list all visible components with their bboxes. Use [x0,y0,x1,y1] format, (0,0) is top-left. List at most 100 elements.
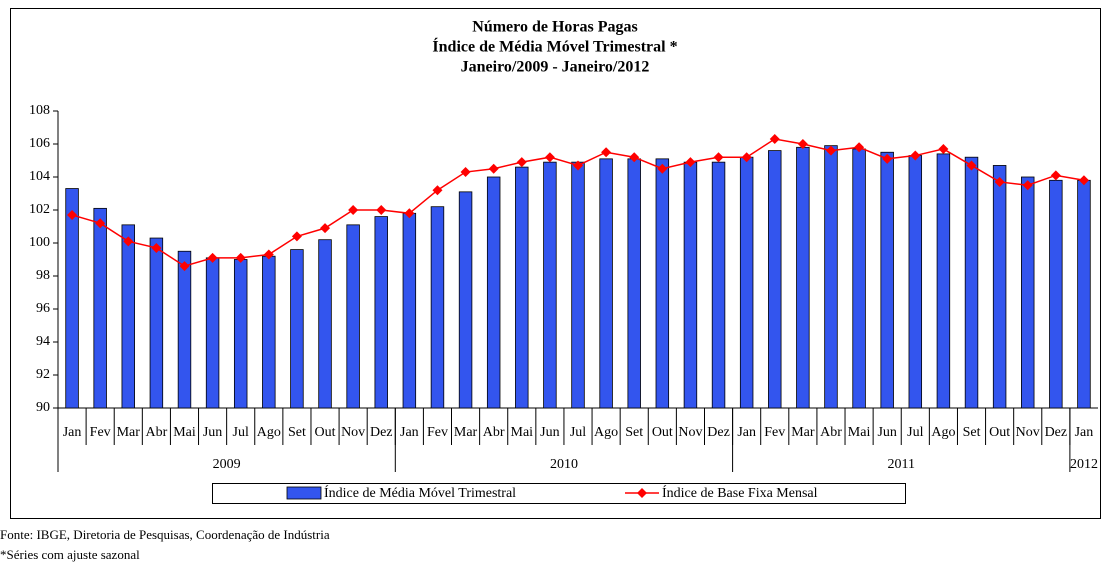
x-tick-label: Out [989,425,1010,440]
x-tick-label: Jun [540,425,559,440]
bar [543,161,557,409]
x-tick-label: Ago [594,425,618,440]
bar [739,156,754,409]
marker [854,142,865,153]
x-tick-label: Jul [570,425,586,440]
x-tick-label: Abr [820,425,842,440]
x-tick-label: Jun [877,425,896,440]
bar [964,156,979,409]
year-label: 2009 [213,457,241,472]
bar [599,158,613,409]
marker [685,157,696,168]
marker [207,252,218,263]
x-tick-label: Jul [233,425,249,440]
marker [601,147,612,158]
marker [544,152,555,163]
bar [880,151,894,409]
x-tick-label: Fev [90,425,111,440]
marker [741,152,752,163]
y-tick-label: 108 [29,103,50,118]
y-tick-label: 104 [29,169,50,184]
marker [797,139,808,149]
x-tick-label: Dez [1045,425,1068,440]
x-tick-label: Out [315,425,336,440]
y-tick-label: 106 [29,136,50,151]
x-tick-label: Mar [791,425,815,440]
marker [123,236,134,247]
x-tick-label: Jan [1075,425,1094,440]
marker [67,209,78,220]
x-tick-label: Jul [907,425,923,440]
footnote: Fonte: IBGE, Diretoria de Pesquisas, Coo… [0,527,330,542]
marker [320,223,331,234]
marker [263,249,274,260]
x-tick-label: Ago [931,425,955,440]
marker [95,218,106,229]
bar [121,224,135,409]
x-tick-label: Mai [848,425,871,440]
chart-title: Índice de Média Móvel Trimestral * [432,37,677,56]
bar [93,207,107,409]
marker [882,153,893,164]
year-label: 2012 [1070,457,1098,472]
bar [796,146,810,409]
x-tick-label: Mar [454,425,478,440]
bar [177,250,192,409]
marker [179,261,190,272]
marker [629,152,640,163]
bar [458,191,473,409]
legend-swatch [286,486,322,500]
x-tick-label: Jan [400,425,419,440]
bar [824,145,838,409]
bar [486,176,501,409]
marker [404,208,415,219]
bar [205,257,220,409]
x-tick-label: Mai [511,425,534,440]
y-tick-label: 90 [36,400,50,415]
footnote: *Séries com ajuste sazonal [0,547,140,562]
bar [627,158,641,409]
x-tick-label: Out [652,425,673,440]
marker [516,157,527,168]
bar [374,216,388,409]
marker [488,163,499,174]
x-tick-label: Fev [764,425,785,440]
bar [262,255,276,409]
x-tick-label: Jun [203,425,222,440]
y-tick-label: 92 [36,367,50,382]
marker [910,150,921,161]
bar [402,212,417,409]
x-tick-label: Abr [145,425,167,440]
x-tick-label: Nov [341,425,365,440]
chart-title: Janeiro/2009 - Janeiro/2012 [461,59,650,76]
bar [711,161,726,409]
marker [1078,175,1089,186]
bar [852,148,866,409]
bar [346,224,360,409]
year-label: 2010 [550,457,578,472]
y-tick-label: 100 [29,235,50,250]
x-tick-label: Jan [63,425,82,440]
bar [149,237,164,409]
marker [432,185,443,196]
bar [1049,179,1063,409]
legend-label: Índice de Base Fixa Mensal [662,484,818,501]
x-tick-label: Ago [257,425,281,440]
marker [657,163,668,174]
bar [233,259,248,409]
x-tick-label: Mar [117,425,141,440]
x-tick-label: Fev [427,425,448,440]
bar [768,150,782,409]
bar [1021,176,1035,409]
marker [348,205,359,215]
legend-label: Índice de Média Móvel Trimestral [324,484,516,501]
marker [966,160,977,171]
marker [825,145,836,156]
marker [938,143,949,154]
bar [430,206,445,409]
y-tick-label: 102 [29,202,50,217]
x-tick-label: Set [625,425,643,440]
bar [992,165,1007,409]
x-tick-label: Abr [483,425,505,440]
